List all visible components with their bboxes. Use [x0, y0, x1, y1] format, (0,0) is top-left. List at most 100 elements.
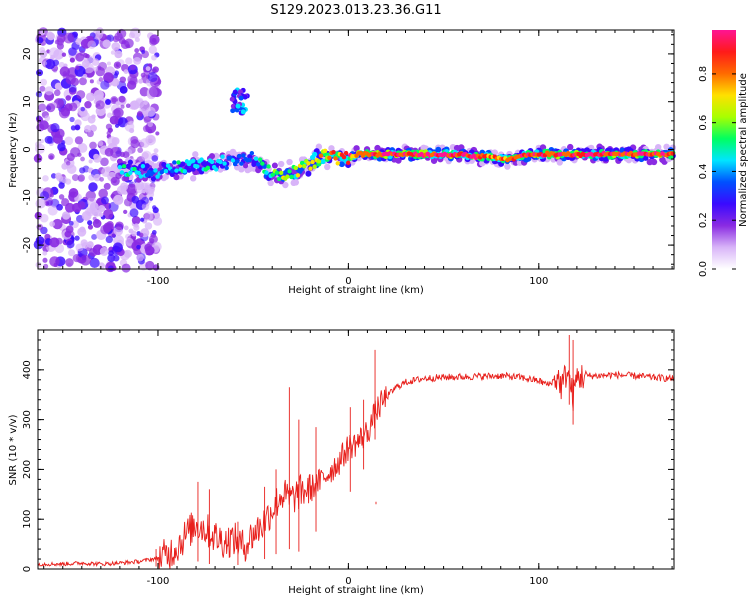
noise-cell: [58, 61, 65, 68]
ridge-cell: [295, 173, 301, 178]
noise-cell: [71, 202, 82, 213]
noise-cell: [36, 116, 44, 124]
noise-cell: [59, 66, 70, 77]
noise-cell: [98, 77, 104, 82]
noise-cell: [61, 176, 68, 184]
noise-cell: [143, 100, 148, 105]
feature-blob-cell: [237, 89, 243, 95]
noise-cell: [128, 102, 137, 110]
noise-cell: [49, 256, 60, 267]
ridge-cell: [192, 151, 199, 158]
noise-cell: [75, 243, 84, 252]
ridge-cell: [338, 161, 345, 168]
noise-cell: [136, 253, 145, 262]
noise-cell: [64, 202, 75, 213]
snr-x-tick-label: 100: [529, 576, 548, 587]
noise-cell: [145, 245, 155, 256]
ridge-cell: [234, 159, 240, 164]
ridge-cell: [287, 169, 292, 174]
noise-cell: [111, 42, 121, 51]
ridge-cell: [224, 165, 229, 171]
noise-cell: [106, 61, 111, 66]
noise-cell: [100, 224, 110, 235]
ridge-cell: [163, 168, 169, 174]
noise-cell: [50, 123, 60, 133]
spectrogram-x-tick-label: 100: [529, 276, 548, 287]
feature-blob-cell: [240, 109, 246, 115]
noise-cell: [120, 182, 129, 191]
ridge-cell: [331, 150, 336, 155]
noise-cell: [78, 77, 87, 86]
noise-cell: [89, 79, 94, 84]
noise-cell: [153, 148, 159, 154]
noise-cell: [129, 64, 136, 71]
noise-cell: [65, 95, 72, 101]
noise-cell: [98, 212, 104, 217]
noise-cell: [141, 196, 149, 205]
ridge-cell: [327, 155, 332, 160]
noise-cell: [135, 183, 145, 194]
noise-cell: [98, 188, 108, 199]
ridge-cell: [180, 161, 186, 167]
noise-cell: [74, 196, 80, 202]
colorbar-gradient: [712, 30, 736, 269]
noise-cell: [89, 141, 97, 150]
noise-cell: [69, 116, 75, 123]
noise-cell: [40, 78, 48, 86]
ridge-cell: [308, 166, 313, 171]
noise-cell: [123, 209, 128, 215]
noise-cell: [136, 111, 143, 117]
snr-line: [37, 364, 675, 569]
noise-cell: [74, 235, 80, 241]
noise-cell: [131, 230, 137, 237]
ridge-cell: [150, 176, 156, 182]
noise-cell: [39, 213, 49, 223]
snr-y-tick-label: 100: [22, 510, 33, 529]
ridge-cell: [140, 163, 146, 169]
ridge-cell: [170, 168, 175, 174]
noise-cell: [46, 136, 55, 144]
noise-cell: [147, 135, 156, 143]
ridge-cell: [322, 148, 328, 153]
noise-cell: [128, 32, 136, 39]
noise-cell: [115, 221, 124, 231]
noise-cell: [129, 208, 139, 218]
ridge-cell: [324, 163, 331, 171]
noise-cell: [77, 143, 88, 153]
spectrogram-y-axis-title: Frequency (Hz): [8, 112, 19, 188]
noise-cell: [106, 112, 113, 119]
noise-cell: [44, 58, 56, 70]
noise-cell: [81, 210, 92, 221]
snr-x-axis-title: Height of straight line (km): [288, 585, 424, 596]
noise-cell: [89, 257, 100, 268]
noise-cell: [76, 90, 86, 100]
ridge-cell: [567, 143, 574, 151]
ridge-cell: [650, 158, 658, 166]
noise-cell: [141, 49, 146, 54]
spectrogram-y-tick-label: 0: [22, 146, 33, 152]
noise-cell: [53, 89, 61, 97]
noise-cell: [66, 240, 75, 249]
ridge-cell: [201, 160, 207, 166]
feature-blob-cell: [232, 89, 238, 95]
noise-cell: [68, 188, 79, 198]
ridge-cell: [276, 176, 282, 182]
ridge-cell: [125, 163, 131, 169]
noise-cell: [39, 120, 49, 130]
noise-cell: [139, 87, 150, 97]
ridge-cell: [299, 160, 305, 166]
ridge-cell: [267, 179, 274, 187]
ridge-cell: [270, 172, 275, 177]
noise-cell: [63, 32, 75, 44]
ridge-cell: [278, 170, 284, 175]
ridge-cell: [127, 159, 133, 165]
ridge-cell: [286, 158, 293, 166]
noise-cell: [138, 232, 144, 238]
colorbar-tick-label: 0.6: [698, 115, 709, 131]
ridge-cell: [274, 170, 280, 176]
noise-cell: [56, 34, 66, 43]
noise-cell: [141, 150, 152, 162]
noise-cell: [113, 61, 122, 69]
noise-cell: [147, 121, 154, 127]
noise-cell: [95, 100, 105, 110]
